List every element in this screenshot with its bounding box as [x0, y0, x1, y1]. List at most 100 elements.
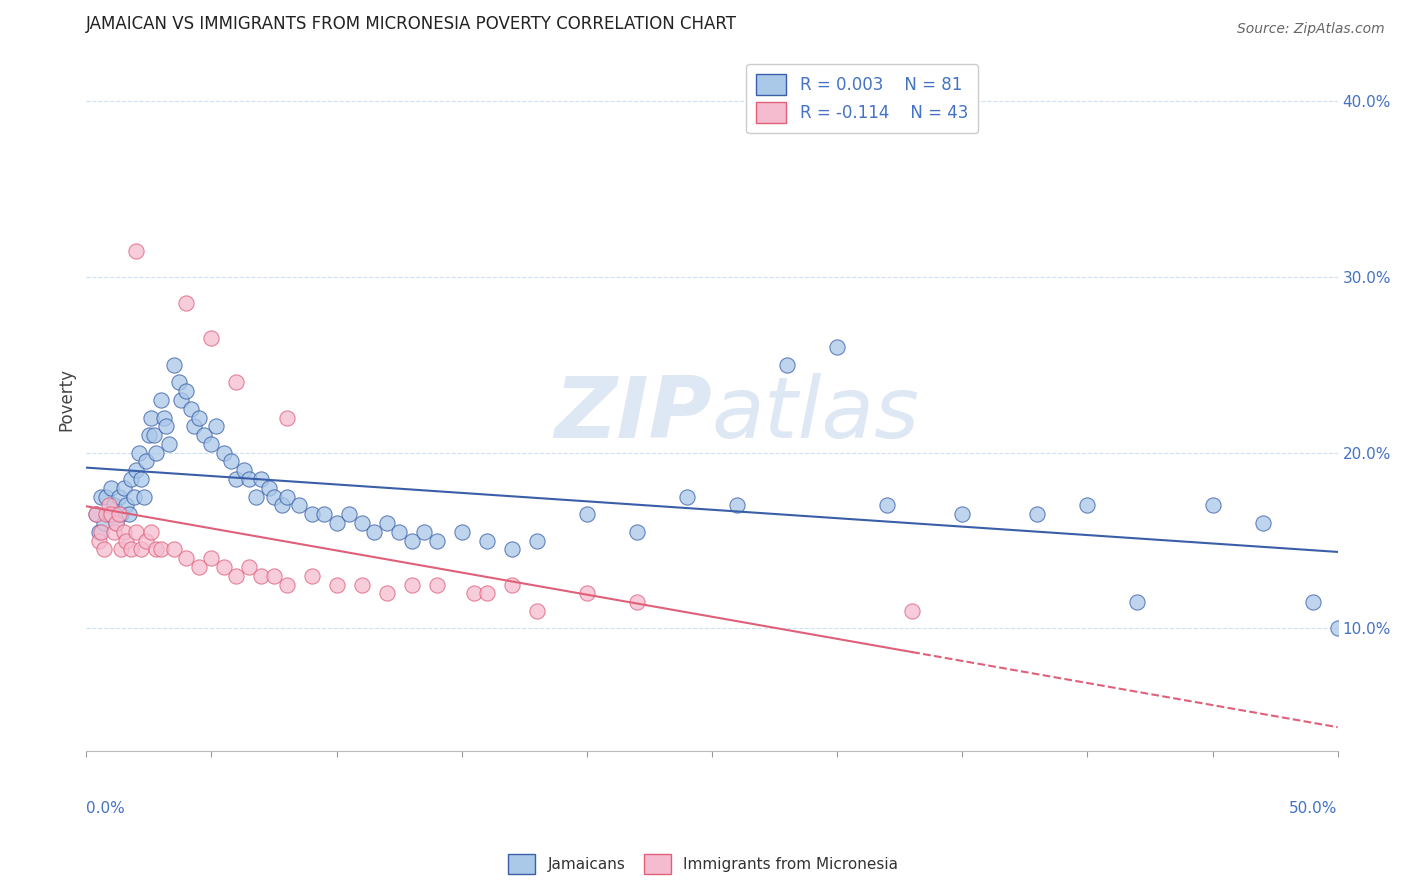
Point — [250, 472, 273, 486]
Point — [1326, 622, 1348, 636]
Point — [132, 490, 155, 504]
Point — [125, 463, 148, 477]
Point — [97, 507, 120, 521]
Point — [276, 410, 298, 425]
Point — [131, 542, 153, 557]
Point — [84, 507, 107, 521]
Point — [115, 499, 138, 513]
Point — [125, 524, 148, 539]
Point — [901, 604, 924, 618]
Point — [180, 401, 202, 416]
Text: atlas: atlas — [711, 373, 920, 456]
Point — [337, 507, 360, 521]
Point — [526, 533, 548, 548]
Point — [212, 446, 235, 460]
Point — [776, 358, 799, 372]
Point — [575, 507, 598, 521]
Point — [375, 586, 398, 600]
Point — [475, 586, 498, 600]
Text: JAMAICAN VS IMMIGRANTS FROM MICRONESIA POVERTY CORRELATION CHART: JAMAICAN VS IMMIGRANTS FROM MICRONESIA P… — [86, 15, 737, 33]
Point — [325, 516, 347, 530]
Point — [288, 499, 311, 513]
Point — [118, 507, 141, 521]
Point — [263, 568, 285, 582]
Point — [125, 244, 148, 258]
Point — [350, 577, 373, 591]
Point — [1026, 507, 1049, 521]
Point — [238, 472, 260, 486]
Point — [475, 533, 498, 548]
Point — [108, 490, 131, 504]
Point — [1302, 595, 1324, 609]
Point — [96, 507, 118, 521]
Point — [725, 499, 748, 513]
Point — [96, 490, 118, 504]
Point — [676, 490, 699, 504]
Point — [128, 446, 150, 460]
Text: 50.0%: 50.0% — [1289, 801, 1337, 815]
Point — [87, 524, 110, 539]
Point — [187, 560, 209, 574]
Point — [105, 516, 128, 530]
Point — [138, 428, 160, 442]
Point — [950, 507, 973, 521]
Point — [626, 524, 648, 539]
Point — [301, 507, 323, 521]
Point — [463, 586, 485, 600]
Point — [501, 577, 523, 591]
Point — [200, 331, 222, 345]
Point — [115, 533, 138, 548]
Point — [626, 595, 648, 609]
Point — [112, 524, 135, 539]
Point — [170, 392, 193, 407]
Point — [153, 410, 176, 425]
Y-axis label: Poverty: Poverty — [58, 368, 75, 432]
Point — [1126, 595, 1149, 609]
Point — [1201, 499, 1223, 513]
Point — [120, 472, 142, 486]
Point — [257, 481, 280, 495]
Point — [312, 507, 335, 521]
Point — [120, 542, 142, 557]
Point — [401, 577, 423, 591]
Point — [301, 568, 323, 582]
Point — [350, 516, 373, 530]
Point — [388, 524, 411, 539]
Point — [176, 296, 198, 310]
Point — [100, 481, 122, 495]
Point — [375, 516, 398, 530]
Point — [100, 507, 122, 521]
Point — [135, 533, 157, 548]
Point — [193, 428, 215, 442]
Point — [163, 542, 186, 557]
Point — [157, 437, 180, 451]
Point — [112, 481, 135, 495]
Point — [825, 340, 848, 354]
Point — [1076, 499, 1098, 513]
Point — [450, 524, 472, 539]
Point — [87, 533, 110, 548]
Point — [221, 454, 243, 468]
Legend: Jamaicans, Immigrants from Micronesia: Jamaicans, Immigrants from Micronesia — [502, 848, 904, 880]
Text: ZIP: ZIP — [554, 373, 711, 456]
Point — [187, 410, 209, 425]
Point — [225, 472, 247, 486]
Point — [263, 490, 285, 504]
Point — [110, 542, 132, 557]
Point — [276, 490, 298, 504]
Point — [250, 568, 273, 582]
Point — [135, 454, 157, 468]
Point — [401, 533, 423, 548]
Point — [233, 463, 256, 477]
Point — [97, 499, 120, 513]
Point — [205, 419, 228, 434]
Point — [876, 499, 898, 513]
Point — [270, 499, 292, 513]
Point — [426, 533, 449, 548]
Point — [90, 524, 112, 539]
Point — [325, 577, 347, 591]
Point — [176, 384, 198, 399]
Point — [526, 604, 548, 618]
Point — [501, 542, 523, 557]
Point — [93, 542, 115, 557]
